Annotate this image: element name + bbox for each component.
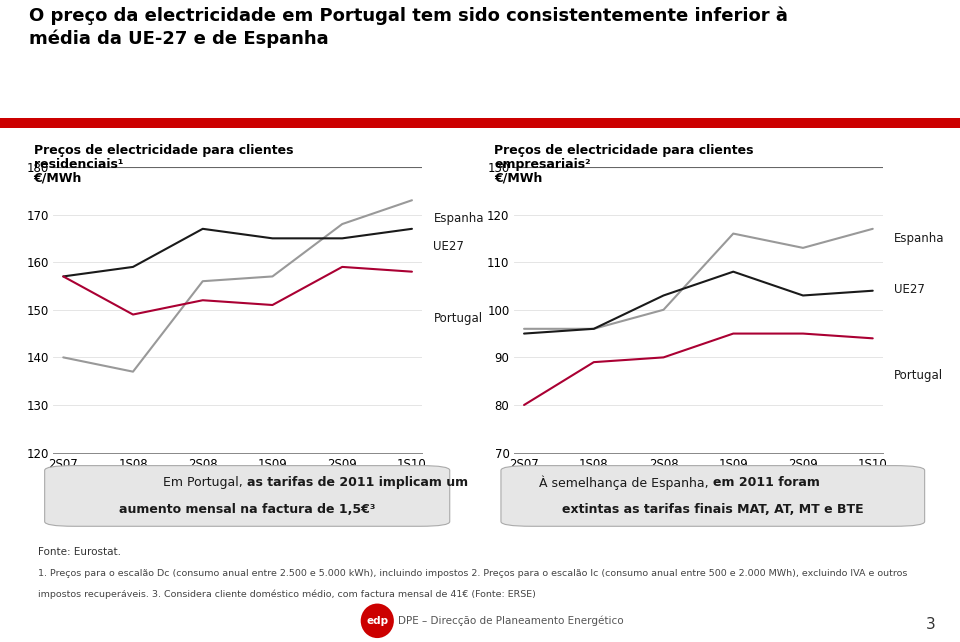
Text: UE27: UE27 (895, 283, 925, 296)
Text: Portugal: Portugal (895, 369, 944, 382)
Text: Portugal: Portugal (434, 312, 483, 325)
Text: extintas as tarifas finais MAT, AT, MT e BTE: extintas as tarifas finais MAT, AT, MT e… (562, 503, 864, 516)
Text: Preços de electricidade para clientes: Preços de electricidade para clientes (494, 144, 754, 157)
Text: Em Portugal,: Em Portugal, (163, 476, 248, 489)
Text: 1. Preços para o escalão Dc (consumo anual entre 2.500 e 5.000 kWh), incluindo i: 1. Preços para o escalão Dc (consumo anu… (38, 569, 908, 578)
Text: Fonte: Eurostat.: Fonte: Eurostat. (38, 547, 121, 557)
Text: Preços de electricidade para clientes: Preços de electricidade para clientes (34, 144, 293, 157)
Text: €/MWh: €/MWh (494, 171, 542, 184)
Text: DPE – Direcção de Planeamento Energético: DPE – Direcção de Planeamento Energético (398, 616, 624, 626)
Text: Espanha: Espanha (895, 232, 945, 245)
Text: Espanha: Espanha (434, 212, 484, 225)
Text: as tarifas de 2011 implicam um: as tarifas de 2011 implicam um (248, 476, 468, 489)
Text: impostos recuperáveis. 3. Considera cliente doméstico médio, com factura mensal : impostos recuperáveis. 3. Considera clie… (38, 589, 537, 599)
Text: UE27: UE27 (434, 240, 465, 254)
Text: residenciais¹: residenciais¹ (34, 158, 123, 171)
Text: edp: edp (366, 616, 389, 626)
Text: aumento mensal na factura de 1,5€³: aumento mensal na factura de 1,5€³ (119, 503, 375, 516)
Circle shape (361, 603, 394, 638)
Text: O preço da electricidade em Portugal tem sido consistentemente inferior à
média : O preço da electricidade em Portugal tem… (29, 6, 787, 49)
FancyBboxPatch shape (501, 465, 924, 526)
Text: em 2011 foram: em 2011 foram (712, 476, 820, 489)
Text: €/MWh: €/MWh (34, 171, 82, 184)
Text: À semelhança de Espanha,: À semelhança de Espanha, (540, 475, 712, 490)
Text: 3: 3 (926, 617, 936, 632)
FancyBboxPatch shape (45, 465, 449, 526)
Text: empresariais²: empresariais² (494, 158, 591, 171)
